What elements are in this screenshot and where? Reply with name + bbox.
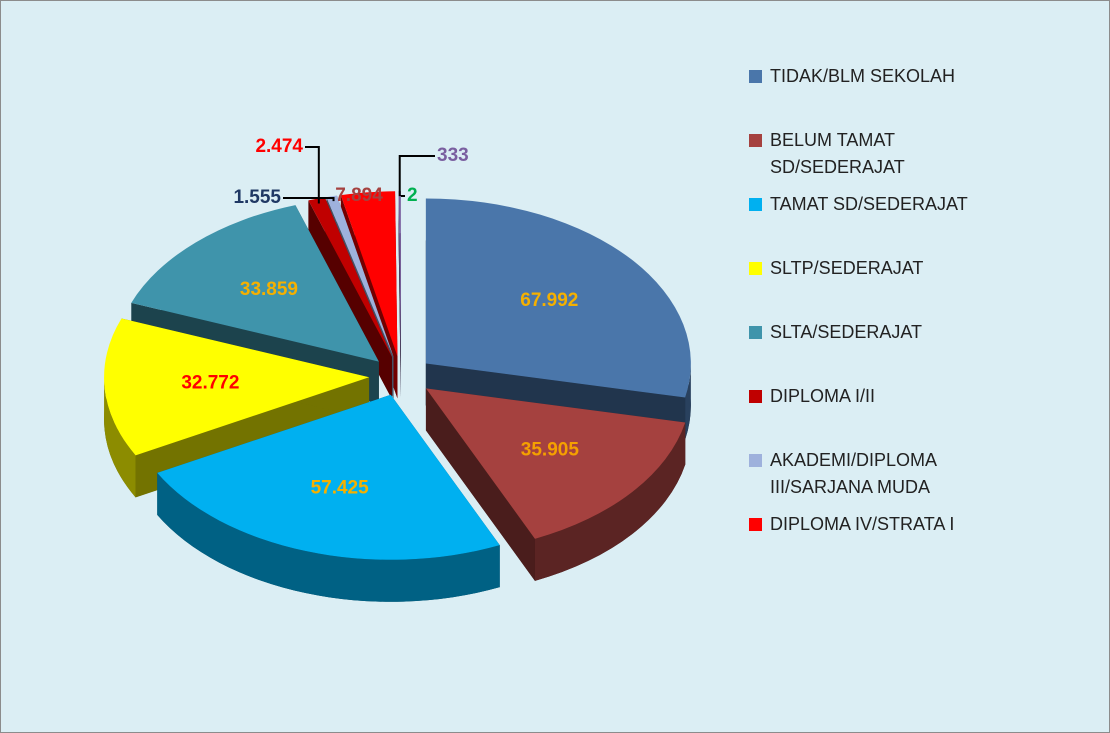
legend-swatch [749, 262, 762, 275]
legend-item: TAMAT SD/SEDERAJAT [749, 189, 1089, 253]
leader-line [305, 146, 320, 204]
slice [104, 318, 370, 498]
slice-side [685, 363, 691, 440]
data-label: 2 [407, 185, 418, 206]
legend-item: DIPLOMA IV/STRATA I [749, 509, 1089, 573]
slice-top [425, 388, 686, 539]
data-label: 67.992 [520, 290, 578, 311]
slice [425, 388, 686, 581]
slice-wall [398, 191, 401, 399]
legend-label: SLTP/SEDERAJAT [770, 258, 924, 278]
legend-swatch [749, 70, 762, 83]
slice [157, 394, 500, 602]
legend: TIDAK/BLM SEKOLAH BELUM TAMAT SD/SEDERAJA… [749, 61, 1089, 573]
data-label: 333 [437, 145, 469, 166]
legend-item: TIDAK/BLM SEKOLAH [749, 61, 1089, 125]
legend-label: DIPLOMA IV/STRATA I [770, 514, 955, 534]
legend-item: AKADEMI/DIPLOMA III/SARJANA MUDA [749, 445, 1089, 509]
leader-line [283, 197, 335, 202]
data-label: 7.894 [335, 185, 383, 206]
legend-label: TAMAT SD/SEDERAJAT [770, 194, 968, 214]
leader-line [398, 155, 435, 197]
legend-swatch [749, 390, 762, 403]
slice-top [340, 191, 398, 357]
slice-side [157, 472, 500, 602]
slice-wall [425, 388, 535, 581]
data-label: 1.555 [233, 187, 281, 208]
legend-label: TIDAK/BLM SEKOLAH [770, 66, 956, 86]
legend-swatch [749, 454, 762, 467]
slice [398, 191, 401, 399]
slice-top [398, 191, 401, 357]
slice-top [131, 205, 379, 362]
legend-item: BELUM TAMAT SD/SEDERAJAT [749, 125, 1089, 189]
legend-item: DIPLOMA I/II [749, 381, 1089, 445]
data-label: 32.772 [181, 373, 239, 394]
slice-side [104, 377, 136, 498]
legend-label: BELUM TAMAT SD/SEDERAJAT [770, 130, 905, 177]
legend-swatch [749, 198, 762, 211]
slice-top [425, 198, 691, 398]
data-label: 57.425 [311, 478, 370, 499]
legend-label: SLTA/SEDERAJAT [770, 322, 923, 342]
slice-side [534, 422, 686, 581]
pie-area: 67.992 35.905 57.425 32.772 33.859 2.474 1.555… [104, 136, 691, 602]
legend-item: SLTP/SEDERAJAT [749, 253, 1089, 317]
slice-top [157, 394, 500, 560]
data-label: 33.859 [240, 279, 298, 300]
slice-top [326, 195, 394, 357]
legend-swatch [749, 518, 762, 531]
legend-swatch [749, 326, 762, 339]
slice-top [308, 197, 392, 357]
data-label: 35.905 [521, 439, 580, 460]
legend-label: DIPLOMA I/II [770, 386, 876, 406]
legend-label: AKADEMI/DIPLOMA III/SARJANA MUDA [770, 450, 937, 497]
slice-top [104, 318, 370, 456]
legend-swatch [749, 134, 762, 147]
legend-item: SLTA/SEDERAJAT [749, 317, 1089, 381]
data-label: 2.474 [255, 136, 303, 157]
